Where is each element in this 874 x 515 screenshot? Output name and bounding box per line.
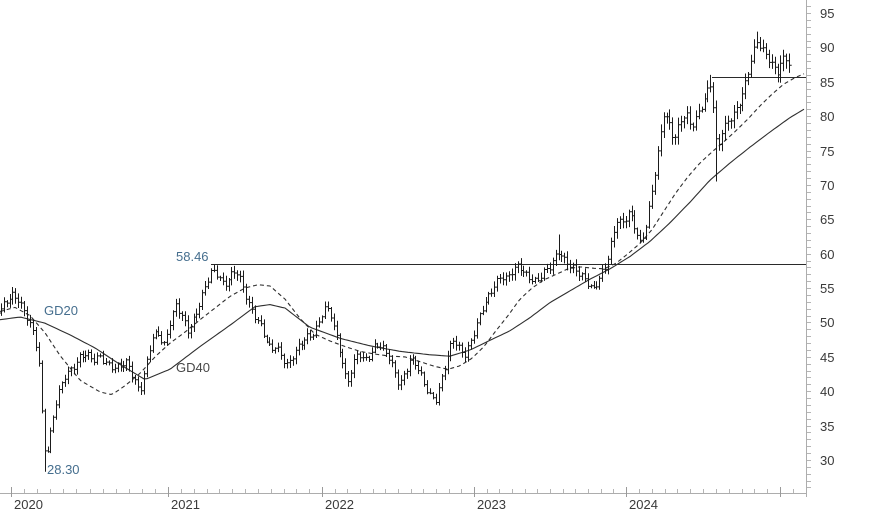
y-axis-label: 75 [820,144,835,159]
y-axis-ticks [807,6,811,488]
y-axis-label: 70 [820,178,835,193]
y-axis-label: 80 [820,109,835,124]
y-axis-label: 85 [820,75,835,90]
y-axis-label: 40 [820,384,835,399]
resistance-level-label: 58.46 [176,249,209,264]
x-axis-label: 2024 [629,497,658,512]
y-axis-label: 60 [820,247,835,262]
axes [0,0,807,497]
y-axis-label: 50 [820,315,835,330]
y-axis-label: 65 [820,212,835,227]
y-axis-label: 90 [820,40,835,55]
y-axis-label: 55 [820,281,835,296]
gd40-label: GD40 [176,360,210,375]
x-axis-label: 2023 [477,497,506,512]
gd20-label: GD20 [44,303,78,318]
gd40-line[interactable] [0,108,805,380]
gd20-line[interactable] [0,73,805,395]
y-axis-label: 45 [820,350,835,365]
y-axis-label: 35 [820,419,835,434]
x-axis-label: 2020 [14,497,43,512]
x-axis-label: 2022 [325,497,354,512]
price-bars[interactable] [0,31,792,472]
low-price-label: 28.30 [47,462,80,477]
x-axis-label: 2021 [171,497,200,512]
x-axis-ticks [24,489,794,493]
x-axis-major-ticks [11,487,781,497]
y-axis-label: 95 [820,6,835,21]
y-axis-label: 30 [820,453,835,468]
